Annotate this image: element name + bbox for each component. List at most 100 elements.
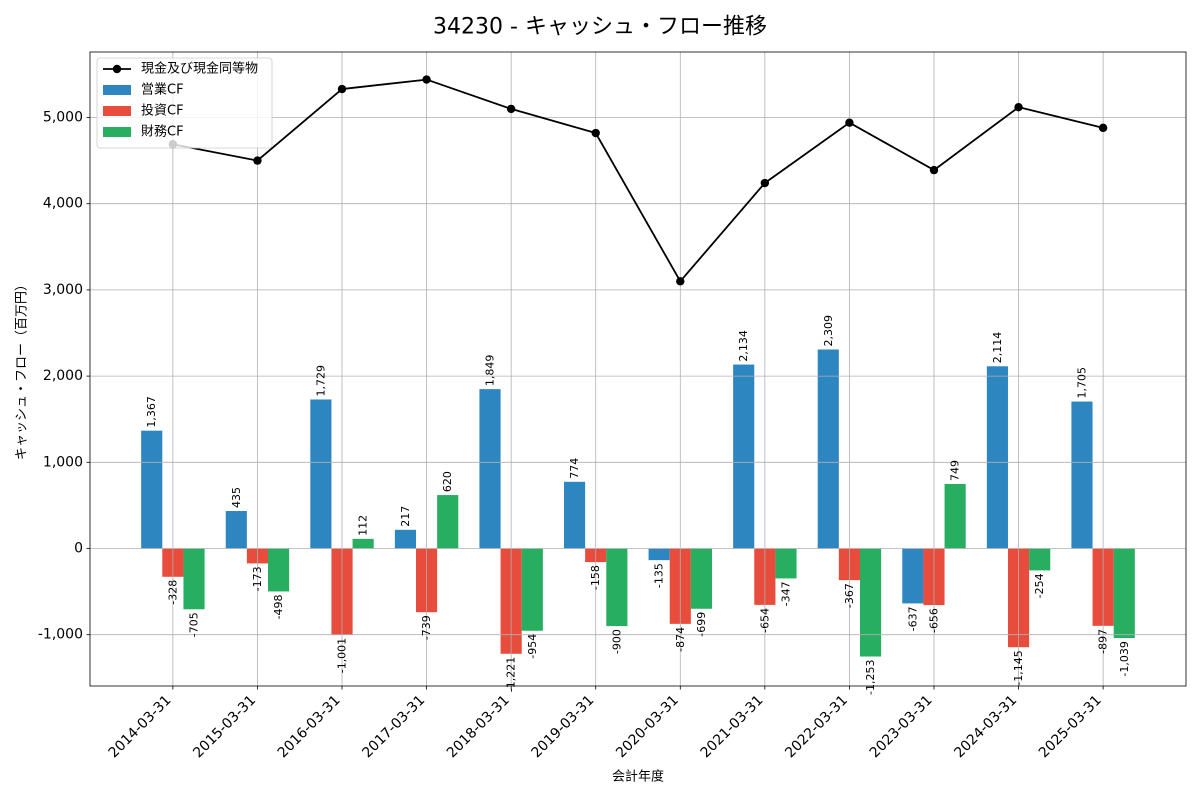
bar-series-1-2016-03-31 <box>310 399 332 549</box>
bar-label-series-3-2025-03-31: -1,039 <box>1118 641 1131 676</box>
bar-label-series-1-2021-03-31: 2,134 <box>737 330 750 362</box>
bar-series-1-2018-03-31 <box>479 389 501 549</box>
line-point-2021-03-31 <box>760 178 770 188</box>
bar-label-series-3-2016-03-31: 112 <box>357 515 370 536</box>
y-axis-label: キャッシュ・フロー（百万円） <box>15 278 30 460</box>
y-tick-label: 1,000 <box>43 454 83 470</box>
bar-label-series-2-2017-03-31: -739 <box>420 615 433 640</box>
bar-label-series-2-2014-03-31: -328 <box>166 580 179 605</box>
bar-label-series-2-2020-03-31: -874 <box>674 627 687 652</box>
legend-color-swatch <box>103 106 131 116</box>
bar-label-series-1-2023-03-31: -637 <box>906 606 919 631</box>
bar-series-1-2015-03-31 <box>225 511 247 549</box>
legend-frame <box>96 57 273 149</box>
legend-label: 現金及び現金同等物 <box>141 61 258 77</box>
bar-label-series-2-2023-03-31: -656 <box>927 608 940 633</box>
bar-series-3-2019-03-31 <box>606 548 628 627</box>
bar-series-3-2014-03-31 <box>183 548 205 610</box>
legend-label: 投資CF <box>141 103 184 119</box>
x-axis-label: 会計年度 <box>612 769 664 785</box>
y-tick-label: -1,000 <box>38 627 83 643</box>
bar-series-3-2017-03-31 <box>437 495 459 549</box>
bar-label-series-2-2021-03-31: -654 <box>758 608 771 633</box>
bar-label-series-3-2014-03-31: -705 <box>188 612 201 637</box>
bar-label-series-2-2019-03-31: -158 <box>589 565 602 590</box>
bar-label-series-1-2020-03-31: -135 <box>653 563 666 588</box>
bar-label-series-2-2025-03-31: -897 <box>1097 629 1110 654</box>
y-tick-label: 0 <box>74 541 83 557</box>
bar-label-series-3-2020-03-31: -699 <box>695 612 708 637</box>
line-point-2023-03-31 <box>929 165 939 175</box>
bar-series-3-2015-03-31 <box>268 548 290 592</box>
legend-label: 財務CF <box>141 125 184 140</box>
axes-frame <box>89 51 1187 687</box>
bar-series-1-2025-03-31 <box>1071 401 1093 549</box>
line-point-2020-03-31 <box>676 277 685 286</box>
bar-series-3-2020-03-31 <box>690 548 712 609</box>
y-tick-label: 4,000 <box>43 196 83 212</box>
bar-label-series-2-2018-03-31: -1,221 <box>505 657 518 692</box>
bar-series-3-2025-03-31 <box>1113 548 1135 639</box>
bar-series-1-2019-03-31 <box>564 481 586 549</box>
bar-series-1-2020-03-31 <box>648 548 670 561</box>
bar-label-series-1-2024-03-31: 2,114 <box>991 332 1004 364</box>
line-point-2022-03-31 <box>845 118 854 127</box>
bar-label-series-3-2015-03-31: -498 <box>272 594 285 619</box>
bar-series-3-2023-03-31 <box>944 483 966 549</box>
chart-title: 34230 - キャッシュ・フロー推移 <box>433 15 767 40</box>
bar-label-series-1-2019-03-31: 774 <box>568 458 581 479</box>
bar-series-1-2022-03-31 <box>817 349 839 549</box>
bar-label-series-2-2016-03-31: -1,001 <box>336 638 349 673</box>
bar-label-series-1-2014-03-31: 1,367 <box>145 396 158 428</box>
line-point-2015-03-31 <box>253 156 262 165</box>
cash-equivalents-line <box>172 78 1104 283</box>
bar-series-3-2016-03-31 <box>352 538 374 549</box>
bar-label-series-1-2017-03-31: 217 <box>399 506 412 527</box>
y-tick-label: 3,000 <box>43 282 83 298</box>
y-tick-label: 2,000 <box>43 368 83 384</box>
bar-label-series-3-2018-03-31: -954 <box>526 634 539 659</box>
bar-label-series-3-2023-03-31: 749 <box>949 460 962 481</box>
legend-label: 営業CF <box>141 82 184 98</box>
bar-series-3-2022-03-31 <box>859 548 882 657</box>
bar-label-series-3-2024-03-31: -254 <box>1033 573 1046 598</box>
bar-series-3-2018-03-31 <box>521 548 543 631</box>
bar-label-series-3-2017-03-31: 620 <box>441 471 454 492</box>
line-point-2024-03-31 <box>1014 102 1023 112</box>
bar-label-series-2-2015-03-31: -173 <box>251 566 264 591</box>
legend-item: 財務CF <box>103 125 184 140</box>
line-point-2025-03-31 <box>1098 123 1108 133</box>
bar-label-series-3-2021-03-31: -347 <box>779 581 792 606</box>
bar-value-labels: 1,367 435 1,729 217 1,849 774 -135 2,134 2,309 -6… <box>145 315 1131 695</box>
bar-label-series-1-2025-03-31: 1,705 <box>1075 367 1088 399</box>
bar-series-1-2017-03-31 <box>394 529 417 549</box>
bar-series-1-2023-03-31 <box>902 548 924 604</box>
y-tick-label: 5,000 <box>43 110 83 126</box>
legend-item: 営業CF <box>103 82 184 98</box>
bar-label-series-2-2022-03-31: -367 <box>843 583 856 608</box>
legend-color-swatch <box>103 85 131 95</box>
legend-color-swatch <box>103 127 131 137</box>
line-point-2017-03-31 <box>422 75 431 84</box>
legend-item: 投資CF <box>103 103 184 119</box>
bar-series-1-2021-03-31 <box>733 364 755 549</box>
bar-series-3-2021-03-31 <box>775 548 797 579</box>
bars <box>141 349 1135 657</box>
legend-marker-swatch <box>112 64 122 74</box>
line-point-2019-03-31 <box>591 128 600 138</box>
bar-label-series-1-2015-03-31: 435 <box>230 487 243 508</box>
bar-series-1-2024-03-31 <box>986 366 1008 549</box>
legend-item: 現金及び現金同等物 <box>103 61 258 77</box>
line-point-2016-03-31 <box>337 84 347 94</box>
bar-label-series-2-2024-03-31: -1,145 <box>1012 650 1025 685</box>
bar-series-1-2014-03-31 <box>141 430 163 549</box>
line-point-2018-03-31 <box>506 104 516 114</box>
bar-label-series-3-2019-03-31: -900 <box>610 629 623 654</box>
bar-label-series-1-2022-03-31: 2,309 <box>822 315 835 347</box>
bar-label-series-3-2022-03-31: -1,253 <box>864 660 877 695</box>
bar-label-series-1-2018-03-31: 1,849 <box>484 355 497 387</box>
bar-label-series-1-2016-03-31: 1,729 <box>314 365 327 397</box>
bar-series-3-2024-03-31 <box>1029 548 1051 571</box>
